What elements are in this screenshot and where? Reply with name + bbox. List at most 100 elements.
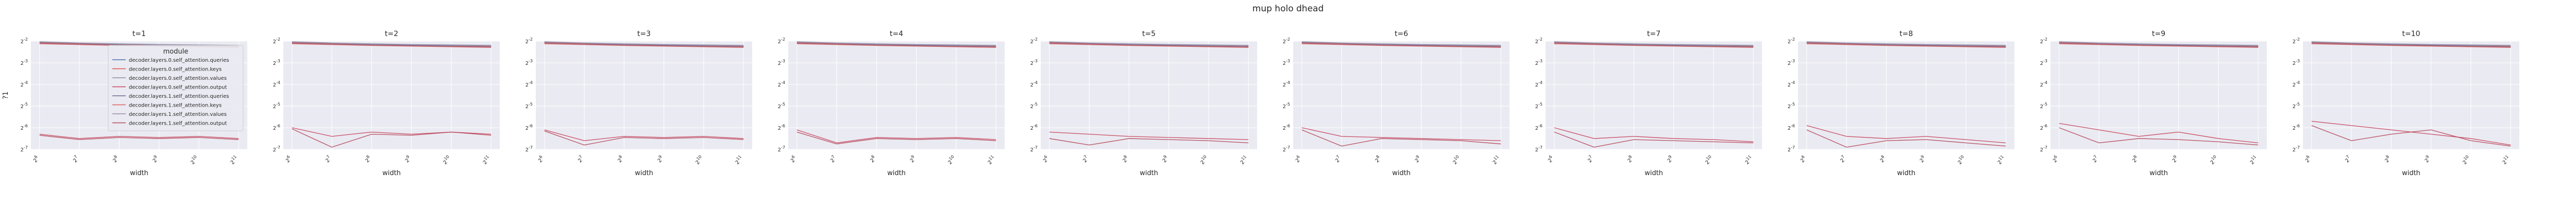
series-line bbox=[544, 130, 744, 146]
tick-label: 29 bbox=[1665, 154, 1675, 164]
tick-label: 210 bbox=[946, 154, 957, 166]
plot-area bbox=[2303, 41, 2519, 149]
tick-label: 29 bbox=[150, 154, 160, 164]
tick-label: 27 bbox=[828, 154, 838, 164]
tick-label: 28 bbox=[111, 154, 121, 164]
series-line bbox=[1301, 127, 1501, 141]
series-line bbox=[1301, 42, 1501, 46]
legend-entry-label: decoder.layers.0.self_attention.keys bbox=[129, 67, 222, 73]
tick-label: 2-2 bbox=[273, 37, 280, 45]
plot-area bbox=[2050, 41, 2267, 149]
series-line bbox=[2059, 43, 2259, 47]
tick-label: 2-6 bbox=[778, 124, 785, 131]
series-line bbox=[1301, 129, 1501, 147]
panel-title: t=10 bbox=[2402, 30, 2420, 38]
tick-label: 26 bbox=[536, 154, 546, 164]
panel-title: t=7 bbox=[1647, 30, 1660, 38]
tick-label: 2-3 bbox=[778, 59, 785, 66]
tick-label: 210 bbox=[441, 154, 452, 166]
tick-label: 211 bbox=[733, 154, 744, 166]
tick-label: 2-7 bbox=[1030, 145, 1038, 153]
tick-label: 2-2 bbox=[2040, 37, 2047, 45]
panel-title: t=3 bbox=[637, 30, 651, 38]
series-line bbox=[2059, 127, 2259, 146]
tick-label: 2-7 bbox=[273, 145, 280, 153]
tick-label: 2-2 bbox=[1030, 37, 1038, 45]
series-line bbox=[796, 43, 996, 47]
tick-label: 28 bbox=[363, 154, 373, 164]
panel-title: t=9 bbox=[2152, 30, 2165, 38]
tick-label: 2-5 bbox=[2293, 102, 2300, 110]
panel-title: t=1 bbox=[132, 30, 146, 38]
tick-label: 2-4 bbox=[21, 80, 28, 88]
tick-label: 29 bbox=[1413, 154, 1422, 164]
x-axis-label: width bbox=[1645, 169, 1663, 177]
tick-label: 26 bbox=[1041, 154, 1050, 164]
legend-title: module bbox=[163, 48, 189, 56]
tick-label: 2-2 bbox=[526, 37, 533, 45]
tick-label: 2-3 bbox=[2040, 59, 2047, 66]
tick-label: 26 bbox=[788, 154, 798, 164]
tick-label: 2-5 bbox=[1535, 102, 1543, 110]
tick-label: 2-4 bbox=[526, 80, 533, 88]
panel-title: t=2 bbox=[385, 30, 398, 38]
tick-label: 2-3 bbox=[273, 59, 280, 66]
x-axis-label: width bbox=[887, 169, 906, 177]
series-line bbox=[2311, 43, 2511, 48]
tick-label: 2-7 bbox=[2293, 145, 2300, 153]
tick-label: 2-7 bbox=[1788, 145, 1795, 153]
series-line bbox=[292, 128, 492, 148]
tick-label: 2-6 bbox=[2040, 124, 2047, 131]
series-line bbox=[796, 129, 996, 144]
legend-entry-label: decoder.layers.1.self_attention.output bbox=[129, 121, 227, 127]
series-line bbox=[1554, 131, 1754, 148]
tick-label: 210 bbox=[2461, 154, 2472, 166]
tick-label: 26 bbox=[2303, 154, 2313, 164]
tick-label: 29 bbox=[2422, 154, 2432, 164]
tick-label: 2-7 bbox=[1283, 145, 1290, 153]
tick-label: 2-4 bbox=[778, 80, 785, 88]
legend-box bbox=[108, 45, 244, 131]
tick-label: 2-2 bbox=[778, 37, 785, 45]
series-line bbox=[544, 43, 744, 48]
x-axis-label: width bbox=[382, 169, 401, 177]
tick-label: 210 bbox=[1198, 154, 1210, 166]
legend-entry-label: decoder.layers.0.self_attention.output bbox=[129, 85, 227, 91]
series-line bbox=[544, 43, 744, 47]
tick-label: 211 bbox=[2248, 154, 2259, 166]
panel-title: t=4 bbox=[890, 30, 903, 38]
series-line bbox=[796, 43, 996, 48]
series-line bbox=[2059, 42, 2259, 46]
tick-label: 2-6 bbox=[1788, 124, 1795, 131]
tick-label: 2-2 bbox=[2293, 37, 2300, 45]
tick-label: 211 bbox=[986, 154, 997, 166]
tick-label: 2-6 bbox=[526, 124, 533, 131]
series-line bbox=[292, 43, 492, 47]
tick-label: 27 bbox=[1080, 154, 1090, 164]
tick-label: 27 bbox=[2343, 154, 2352, 164]
tick-label: 210 bbox=[693, 154, 705, 166]
panels: 2-7 2-6 2-5 2-4 2-3 2-2 26 27 28 29 210 211 t=1 width… bbox=[2, 30, 2519, 177]
tick-label: 2-4 bbox=[1535, 80, 1543, 88]
series-line bbox=[1554, 43, 1754, 47]
tick-label: 2-7 bbox=[1535, 145, 1543, 153]
tick-label: 28 bbox=[1373, 154, 1383, 164]
tick-label: 29 bbox=[908, 154, 918, 164]
series-line bbox=[39, 133, 239, 139]
tick-label: 211 bbox=[2500, 154, 2512, 166]
tick-label: 210 bbox=[1451, 154, 1462, 166]
tick-label: 28 bbox=[2383, 154, 2393, 164]
series-line bbox=[2311, 42, 2511, 46]
x-axis-label: width bbox=[2402, 169, 2420, 177]
series-line bbox=[1301, 43, 1501, 48]
series-line bbox=[1806, 129, 2006, 148]
tick-label: 27 bbox=[71, 154, 80, 164]
tick-label: 27 bbox=[1333, 154, 1343, 164]
series-line bbox=[1049, 138, 1249, 146]
tick-label: 2-5 bbox=[1283, 102, 1290, 110]
tick-label: 2-5 bbox=[526, 102, 533, 110]
tick-label: 2-6 bbox=[2293, 124, 2300, 131]
legend-entry-label: decoder.layers.0.self_attention.values bbox=[129, 76, 227, 81]
tick-label: 27 bbox=[1585, 154, 1595, 164]
